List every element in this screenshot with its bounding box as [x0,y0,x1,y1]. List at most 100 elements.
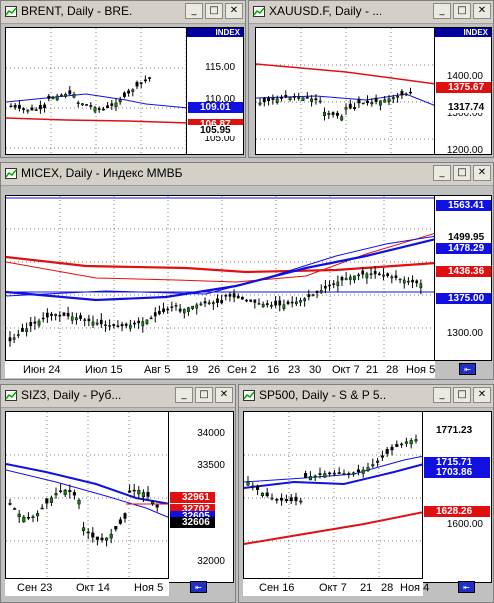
candle [267,97,271,101]
brent-titlebar[interactable]: BRENT, Daily - BRE... _ □ ✕ [1,1,245,24]
close-button[interactable]: ✕ [473,3,491,19]
time-label: 19 [186,364,199,376]
candle [68,90,72,95]
price-chart[interactable] [255,27,435,155]
candle [398,278,402,281]
candle [149,317,153,320]
restore-button[interactable]: □ [453,3,471,19]
candle [146,491,150,497]
candle [357,98,361,104]
minimize-button[interactable]: _ [433,3,451,19]
candle [118,99,122,103]
chart-icon [243,390,255,401]
candle [127,90,131,94]
time-label: Сен 16 [259,582,295,594]
xauusd-titlebar[interactable]: XAUUSD.F, Daily - ... _ □ ✕ [249,1,493,24]
brent-window[interactable]: BRENT, Daily - BRE... _ □ ✕ INDEX 115.00… [0,0,246,158]
candle [114,102,118,107]
time-label: Июн 24 [23,364,61,376]
candle [270,304,273,307]
candle [407,280,410,283]
time-label: Окт 7 [319,582,347,594]
minimize-button[interactable]: _ [433,165,451,181]
candle [336,281,340,286]
minimize-button[interactable]: _ [175,387,193,403]
candle [332,472,336,475]
candle [382,274,385,277]
close-button[interactable]: ✕ [473,387,491,403]
candle [404,441,408,444]
candle [43,104,47,109]
candle [292,96,296,98]
close-button[interactable]: ✕ [473,165,491,181]
minimize-button[interactable]: _ [185,3,203,19]
scroll-to-end-button[interactable]: ⇤ [458,581,475,593]
candle [395,444,399,447]
candle [122,92,126,97]
candle [64,94,68,97]
restore-button[interactable]: □ [453,387,471,403]
price-chart[interactable] [5,27,187,155]
price-label: 1300.00 [446,108,483,119]
candle [17,104,21,109]
candle [313,475,317,478]
close-button[interactable]: ✕ [225,3,243,19]
candle [327,113,331,115]
candle [116,325,120,327]
candle [386,273,389,277]
minimize-button[interactable]: _ [433,387,451,403]
sp500-window[interactable]: SP500, Daily - S & P 5... _ □ ✕ 1600.00 … [238,384,494,603]
price-chart[interactable] [243,411,423,583]
candle [70,316,74,321]
price-chart[interactable] [5,195,435,361]
sp500-titlebar[interactable]: SP500, Daily - S & P 5... _ □ ✕ [239,385,493,408]
candle [380,455,384,458]
candle [390,276,394,279]
time-axis: Сен 23 Окт 14 Ноя 5 [5,578,169,596]
candle [178,308,182,312]
scroll-to-end-button[interactable]: ⇤ [459,363,476,375]
micex-titlebar[interactable]: MICEX, Daily - Индекс ММВБ _ □ ✕ [1,163,493,186]
candle [284,94,288,98]
candle [262,97,266,103]
candle [89,105,93,107]
candle [110,103,114,106]
xauusd-window[interactable]: XAUUSD.F, Daily - ... _ □ ✕ INDEX 1400.0… [248,0,494,158]
micex-window[interactable]: MICEX, Daily - Индекс ММВБ _ □ ✕ 1300.00… [0,162,494,380]
candle [328,472,332,475]
chart-icon [253,6,265,17]
siz3-titlebar[interactable]: SIZ3, Daily - Руб... _ □ ✕ [1,385,235,408]
candle [143,79,147,82]
candle [245,299,248,302]
price-label: 1200.00 [446,145,483,155]
moving-average-line [6,463,168,505]
price-tag: 1375.67 [436,82,491,93]
candle [87,318,91,322]
candle [16,334,20,336]
candle [37,320,41,326]
candle [337,472,341,474]
candle [246,481,250,486]
candle [21,327,24,332]
candle [348,276,352,280]
candle [275,98,279,104]
restore-button[interactable]: □ [453,165,471,181]
candle [390,446,394,451]
price-tag: 1436.36 [436,266,491,277]
candle [135,82,139,87]
candle [402,279,406,284]
close-button[interactable]: ✕ [215,387,233,403]
moving-average-line [244,463,422,489]
siz3-window[interactable]: SIZ3, Daily - Руб... _ □ ✕ 34000 33500 3… [0,384,236,603]
candle [108,325,111,327]
price-chart[interactable] [5,411,169,583]
candle [191,305,194,310]
candle [311,294,315,297]
candle [158,310,161,315]
scroll-to-end-button[interactable]: ⇤ [190,581,207,593]
price-label: 1300.00 [446,328,483,339]
candle [91,532,95,538]
restore-button[interactable]: □ [205,3,223,19]
restore-button[interactable]: □ [195,387,213,403]
window-title: SIZ3, Daily - Руб... [21,388,122,402]
